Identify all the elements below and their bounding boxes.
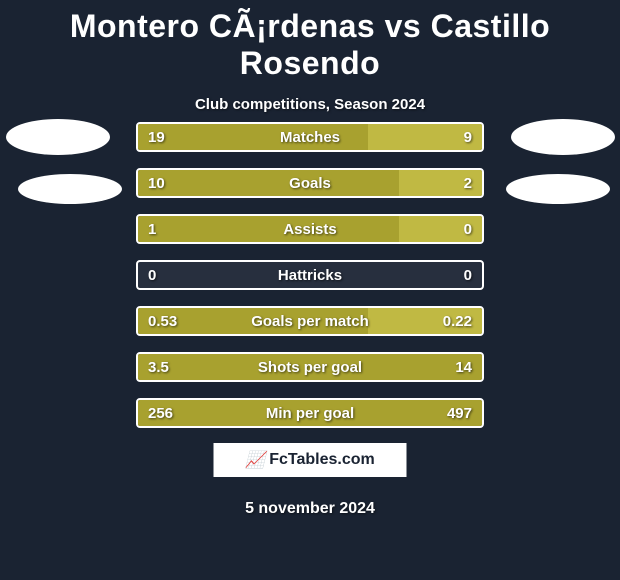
stat-value-right: 0.22 [443, 313, 472, 330]
stat-label: Matches [138, 129, 482, 146]
stat-row: 0.53Goals per match0.22 [136, 306, 484, 336]
date-text: 5 november 2024 [0, 500, 620, 518]
stat-label: Goals [138, 175, 482, 192]
stat-value-right: 2 [464, 175, 472, 192]
stat-value-right: 14 [455, 359, 472, 376]
stat-row: 19Matches9 [136, 122, 484, 152]
chart-icon: 📈 [245, 450, 265, 470]
stat-value-right: 0 [464, 267, 472, 284]
club-logo-right [506, 174, 610, 204]
stat-label: Min per goal [138, 405, 482, 422]
club-logo-left [18, 174, 122, 204]
player-avatar-left [6, 119, 110, 155]
stat-label: Shots per goal [138, 359, 482, 376]
stat-row: 1Assists0 [136, 214, 484, 244]
stat-row: 10Goals2 [136, 168, 484, 198]
stat-value-right: 9 [464, 129, 472, 146]
page-subtitle: Club competitions, Season 2024 [0, 96, 620, 113]
stat-value-right: 0 [464, 221, 472, 238]
player-avatar-right [511, 119, 615, 155]
stats-container: 19Matches910Goals21Assists00Hattricks00.… [136, 122, 484, 444]
stat-row: 0Hattricks0 [136, 260, 484, 290]
stat-row: 3.5Shots per goal14 [136, 352, 484, 382]
stat-value-right: 497 [447, 405, 472, 422]
stat-label: Hattricks [138, 267, 482, 284]
brand-text: FcTables.com [269, 451, 375, 469]
page-title: Montero CÃ¡rdenas vs Castillo Rosendo [0, 0, 620, 82]
brand-badge: 📈 FcTables.com [213, 442, 408, 478]
stat-row: 256Min per goal497 [136, 398, 484, 428]
stat-label: Assists [138, 221, 482, 238]
stat-label: Goals per match [138, 313, 482, 330]
